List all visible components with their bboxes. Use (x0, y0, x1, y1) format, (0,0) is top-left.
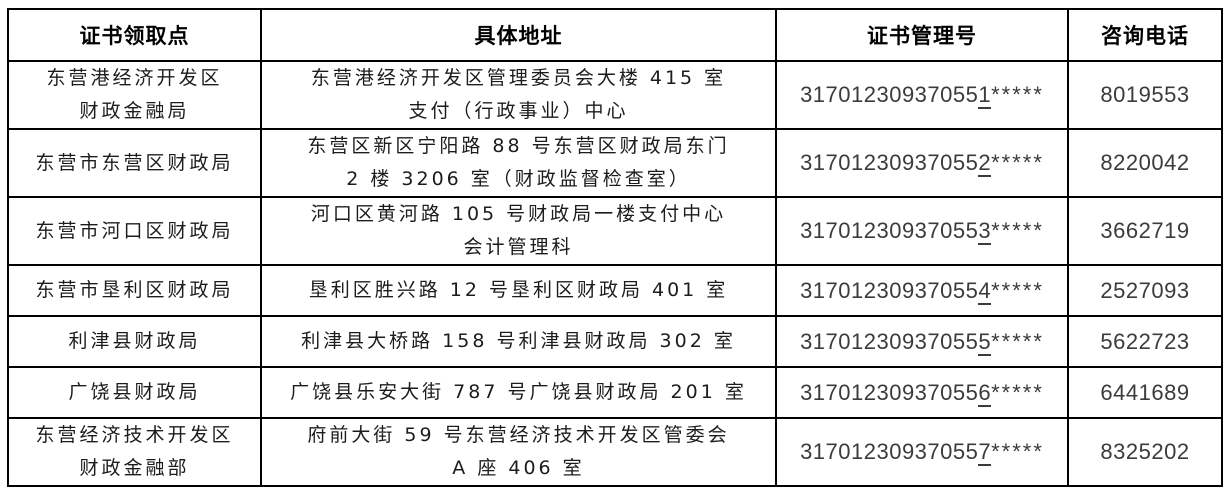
cell-line: 财政金融局 (79, 100, 190, 122)
address-cell: 府前大街 59 号东营经济技术开发区管委会 A 座 406 室 (260, 417, 777, 487)
cert-main: 31701230937055 (800, 150, 979, 175)
cert-main: 31701230937055 (800, 277, 979, 303)
cell-line: 垦利区胜兴路 12 号垦利区财政局 401 室 (308, 279, 729, 301)
cell-line: 东营区新区宁阳路 88 号东营区财政局东门 (307, 135, 730, 157)
cert-mask: ***** (991, 439, 1044, 464)
cell-line: 东营市垦利区财政局 (35, 279, 234, 301)
cell-line: 财政金融部 (79, 457, 190, 479)
cert-underlined-digit: 1 (978, 82, 992, 109)
cert-main: 31701230937055 (800, 328, 979, 354)
cell-line: 利津县大桥路 158 号利津县财政局 302 室 (301, 330, 736, 352)
pickup-point-cell: 东营市垦利区财政局 (7, 264, 262, 317)
cert-mask: ***** (991, 277, 1044, 303)
phone-cell: 8325202 (1067, 417, 1223, 487)
table-row: 利津县财政局 利津县大桥路 158 号利津县财政局 302 室 31701230… (7, 315, 1223, 368)
cert-mask: ***** (991, 82, 1044, 107)
phone-cell: 8220042 (1067, 128, 1223, 198)
cert-main: 31701230937055 (800, 218, 979, 243)
cert-underlined-digit: 6 (978, 379, 992, 407)
cert-number-cell: 317012309370551***** (775, 60, 1069, 130)
cert-number-cell: 317012309370555***** (775, 315, 1069, 368)
cell-line: 广饶县财政局 (68, 381, 201, 403)
cert-main: 31701230937055 (800, 439, 979, 464)
cell-line: 支付（行政事业）中心 (408, 100, 629, 122)
cell-line: 河口区黄河路 105 号财政局一楼支付中心 (310, 203, 727, 225)
phone-cell: 8019553 (1067, 60, 1223, 130)
column-header-address: 具体地址 (260, 8, 777, 62)
cert-underlined-digit: 4 (978, 277, 992, 305)
pickup-point-cell: 东营经济技术开发区 财政金融部 (7, 417, 262, 487)
cert-underlined-digit: 7 (978, 439, 992, 466)
column-header-cert-number: 证书管理号 (775, 8, 1069, 62)
cell-line: A 座 406 室 (452, 457, 585, 479)
address-cell: 垦利区胜兴路 12 号垦利区财政局 401 室 (260, 264, 777, 317)
address-cell: 东营港经济开发区管理委员会大楼 415 室 支付（行政事业）中心 (260, 60, 777, 130)
cert-number-cell: 317012309370557***** (775, 417, 1069, 487)
cert-underlined-digit: 3 (978, 218, 992, 245)
phone-cell: 6441689 (1067, 366, 1223, 419)
address-cell: 东营区新区宁阳路 88 号东营区财政局东门 2 楼 3206 室（财政监督检查室… (260, 128, 777, 198)
cell-line: 东营市河口区财政局 (35, 219, 234, 242)
cert-mask: ***** (991, 328, 1044, 354)
pickup-point-cell: 利津县财政局 (7, 315, 262, 368)
address-cell: 利津县大桥路 158 号利津县财政局 302 室 (260, 315, 777, 368)
pickup-point-cell: 广饶县财政局 (7, 366, 262, 419)
cell-line: 会计管理科 (463, 236, 574, 258)
pickup-point-cell: 东营港经济开发区 财政金融局 (7, 60, 262, 130)
cert-underlined-digit: 2 (978, 150, 992, 177)
certificate-pickup-table: 证书领取点 具体地址 证书管理号 咨询电话 东营港经济开发区 财政金融局 东营港… (7, 8, 1223, 487)
cert-underlined-digit: 5 (978, 328, 992, 356)
phone-cell: 3662719 (1067, 196, 1223, 266)
cell-line: 东营港经济开发区 (46, 67, 223, 89)
cell-line: 东营经济技术开发区 (35, 424, 234, 446)
table-row: 东营市垦利区财政局 垦利区胜兴路 12 号垦利区财政局 401 室 317012… (7, 264, 1223, 317)
cell-line: 东营港经济开发区管理委员会大楼 415 室 (310, 67, 727, 89)
table-row: 广饶县财政局 广饶县乐安大街 787 号广饶县财政局 201 室 3170123… (7, 366, 1223, 419)
phone-cell: 2527093 (1067, 264, 1223, 317)
address-cell: 广饶县乐安大街 787 号广饶县财政局 201 室 (260, 366, 777, 419)
table-row: 东营市河口区财政局 河口区黄河路 105 号财政局一楼支付中心 会计管理科 31… (7, 196, 1223, 266)
table-row: 东营经济技术开发区 财政金融部 府前大街 59 号东营经济技术开发区管委会 A … (7, 417, 1223, 487)
column-header-pickup-point: 证书领取点 (7, 8, 262, 62)
pickup-point-cell: 东营市东营区财政局 (7, 128, 262, 198)
address-cell: 河口区黄河路 105 号财政局一楼支付中心 会计管理科 (260, 196, 777, 266)
cell-line: 利津县财政局 (68, 330, 201, 352)
cert-main: 31701230937055 (800, 82, 979, 107)
cell-line: 广饶县乐安大街 787 号广饶县财政局 201 室 (290, 381, 747, 403)
column-header-phone: 咨询电话 (1067, 8, 1223, 62)
cell-line: 府前大街 59 号东营经济技术开发区管委会 (307, 424, 730, 446)
cert-mask: ***** (991, 379, 1044, 405)
pickup-point-cell: 东营市河口区财政局 (7, 196, 262, 266)
table-row: 东营港经济开发区 财政金融局 东营港经济开发区管理委员会大楼 415 室 支付（… (7, 60, 1223, 130)
cert-mask: ***** (991, 218, 1044, 243)
cert-mask: ***** (991, 150, 1044, 175)
cert-number-cell: 317012309370554***** (775, 264, 1069, 317)
header-row: 证书领取点 具体地址 证书管理号 咨询电话 (7, 8, 1223, 62)
cert-number-cell: 317012309370553***** (775, 196, 1069, 266)
cert-number-cell: 317012309370552***** (775, 128, 1069, 198)
phone-cell: 5622723 (1067, 315, 1223, 368)
cell-line: 2 楼 3206 室（财政监督检查室） (346, 168, 691, 190)
cert-main: 31701230937055 (800, 379, 979, 405)
cell-line: 东营市东营区财政局 (35, 151, 234, 174)
cert-number-cell: 317012309370556***** (775, 366, 1069, 419)
table-row: 东营市东营区财政局 东营区新区宁阳路 88 号东营区财政局东门 2 楼 3206… (7, 128, 1223, 198)
